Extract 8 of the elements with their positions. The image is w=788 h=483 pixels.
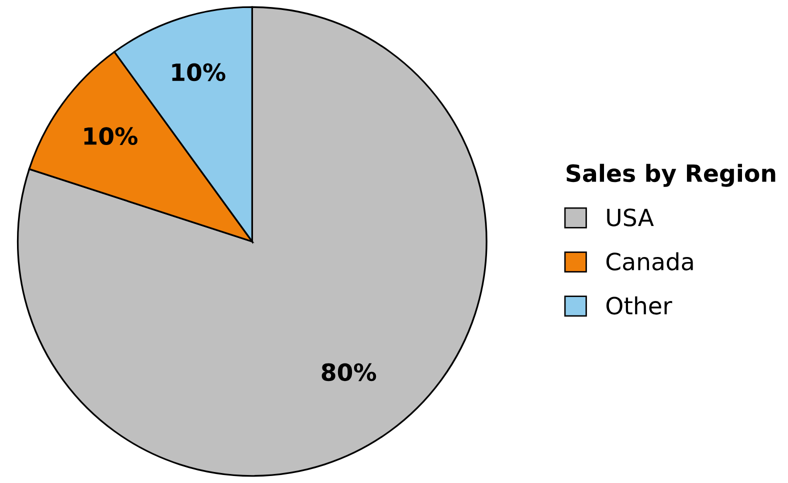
legend-label: Canada <box>606 252 693 270</box>
legend-title: Sales by Region <box>566 164 776 187</box>
legend-label: USA <box>607 208 654 226</box>
pie-slice <box>16 6 488 477</box>
data-label: 10% <box>172 63 226 82</box>
data-label: 10% <box>84 127 138 146</box>
legend-label: Other <box>606 296 672 315</box>
data-label: 80% <box>322 363 376 382</box>
